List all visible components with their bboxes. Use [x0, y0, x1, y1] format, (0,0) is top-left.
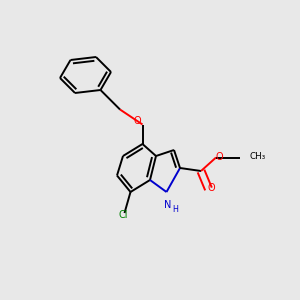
- Text: H: H: [172, 205, 178, 214]
- Text: O: O: [215, 152, 223, 162]
- Text: CH₃: CH₃: [249, 152, 265, 161]
- Text: Cl: Cl: [118, 209, 128, 220]
- Text: O: O: [133, 116, 141, 127]
- Text: N: N: [164, 200, 171, 210]
- Text: O: O: [208, 183, 215, 194]
